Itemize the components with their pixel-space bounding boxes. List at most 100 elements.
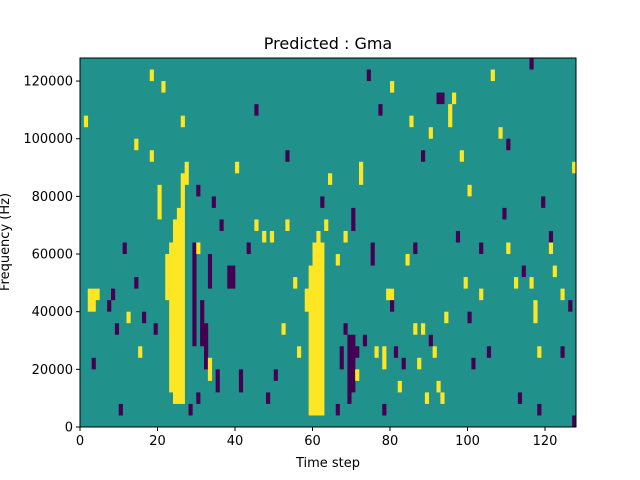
heatmap-cell-high [463, 277, 468, 289]
heatmap-cell-low [455, 230, 461, 243]
x-tick-label: 40 [227, 434, 244, 449]
heatmap-cell-high [149, 150, 154, 162]
heatmap-cell-high [506, 242, 511, 255]
heatmap-cell-high [312, 242, 317, 416]
x-tick-label: 60 [304, 434, 321, 449]
heatmap-cell-high [417, 357, 422, 370]
heatmap-cell-high [560, 288, 565, 301]
heatmap-cell-low [219, 219, 224, 231]
heatmap-cell-low [227, 265, 232, 289]
heatmap-cell-low [421, 150, 426, 162]
heatmap-cell-high [324, 219, 329, 231]
heatmap-cell-low [370, 242, 375, 266]
heatmap-cell-low [440, 92, 445, 105]
heatmap-cell-low [285, 150, 290, 162]
y-tick-label: 0 [65, 421, 73, 436]
heatmap-cell-high [254, 219, 259, 231]
x-tick-label: 100 [455, 434, 480, 449]
heatmap-cell-high [413, 323, 418, 335]
heatmap-cell-low [215, 369, 220, 393]
heatmap-cell-low [393, 346, 399, 358]
heatmap-cell-low [192, 242, 197, 347]
heatmap-cell-high [176, 207, 182, 404]
heatmap-cell-low [320, 196, 325, 208]
heatmap-cell-low [362, 334, 368, 347]
heatmap-cell-low [114, 323, 120, 335]
heatmap-cell-high [529, 277, 534, 289]
heatmap-cell-low [273, 369, 278, 381]
heatmap-cell-low [153, 323, 158, 335]
heatmap-cell-high [436, 380, 441, 393]
heatmap-cell-high [180, 115, 185, 128]
heatmap-cell-low [211, 196, 216, 208]
heatmap-cell-low [428, 334, 433, 347]
heatmap-cell-high [390, 81, 395, 93]
heatmap-plot-area [79, 57, 577, 428]
heatmap-cell-high [165, 254, 170, 301]
heatmap-cell-low [521, 265, 526, 278]
x-axis-title: Time step [295, 456, 360, 471]
y-tick-label: 20000 [32, 363, 73, 378]
heatmap-cell-low [142, 311, 147, 324]
heatmap-cell-low [517, 392, 523, 404]
heatmap-cell-low [231, 265, 236, 289]
heatmap-cell-low [471, 357, 476, 370]
heatmap-cell-high [149, 69, 154, 82]
heatmap-cell-low [196, 392, 201, 404]
x-tick-label: 0 [76, 434, 84, 449]
heatmap-cell-high [161, 81, 166, 93]
heatmap-cell-low [246, 242, 251, 255]
plot-frame [79, 57, 577, 428]
heatmap-cell-low [486, 346, 492, 358]
heatmap-cell-low [238, 369, 244, 393]
heatmap-cell-high [428, 127, 433, 139]
heatmap-cells [83, 58, 577, 427]
heatmap-cell-low [347, 334, 352, 404]
heatmap-cell-high [173, 219, 178, 404]
heatmap-cell-high [316, 230, 321, 416]
heatmap-cell-high [467, 184, 472, 197]
heatmap-cell-low [541, 196, 546, 208]
heatmap-cell-high [235, 161, 240, 174]
heatmap-cell-high [169, 242, 174, 393]
heatmap-cell-high [335, 254, 340, 266]
heatmap-cell-high [386, 288, 391, 301]
heatmap-cell-high [498, 127, 503, 139]
heatmap-cell-high [328, 173, 333, 185]
heatmap-cell-high [308, 265, 313, 416]
y-axis: 0 20000 40000 60000 80000 100000 120000 [23, 75, 80, 436]
heatmap-cell-low [196, 184, 201, 197]
heatmap-cell-high [374, 346, 379, 358]
heatmap-cell-high [355, 369, 360, 381]
y-tick-label: 40000 [32, 305, 73, 320]
heatmap-cell-high [359, 161, 364, 185]
heatmap-cell-high [405, 254, 410, 266]
heatmap-cell-high [548, 242, 554, 255]
y-axis-title: Frequency (Hz) [0, 193, 13, 291]
heatmap-cell-high [397, 380, 402, 393]
y-tick-label: 100000 [23, 132, 73, 147]
heatmap-cell-low [401, 357, 406, 370]
heatmap-cell-low [560, 346, 565, 358]
heatmap-cell-low [366, 69, 371, 82]
heatmap-cell-high [537, 346, 542, 358]
heatmap-cell-high [432, 346, 437, 358]
heatmap-cell-low [529, 58, 534, 70]
heatmap-cell-low [91, 357, 96, 370]
y-tick-label: 80000 [32, 190, 73, 205]
heatmap-cell-low [339, 346, 344, 370]
heatmap-cell-low [134, 277, 139, 289]
heatmap-cell-low [572, 415, 577, 427]
heatmap-cell-high [382, 346, 387, 370]
heatmap-cell-low [502, 207, 507, 220]
heatmap-cell-low [107, 300, 112, 312]
heatmap-cell-high [297, 346, 302, 358]
heatmap-cell-low [467, 311, 472, 324]
x-tick-label: 120 [533, 434, 558, 449]
heatmap-cell-high [285, 219, 290, 231]
chart-title: Predicted : Gma [264, 34, 392, 53]
heatmap-cell-high [409, 115, 414, 128]
heatmap-cell-high [184, 161, 189, 185]
x-tick-label: 20 [149, 434, 166, 449]
